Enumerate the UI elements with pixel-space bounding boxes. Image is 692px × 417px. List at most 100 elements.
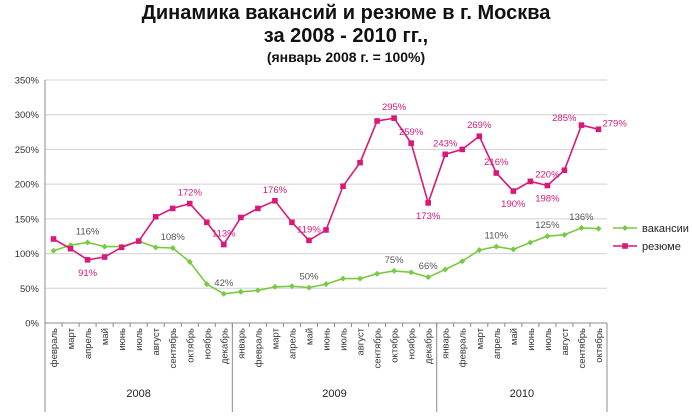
- x-tick-label: январь: [441, 328, 452, 359]
- data-point: [323, 281, 329, 288]
- data-point: [357, 275, 364, 282]
- data-label: 243%: [433, 138, 458, 149]
- y-tick-label: 300%: [15, 110, 40, 121]
- data-point: [288, 283, 295, 290]
- data-point: [169, 245, 176, 252]
- data-point: [305, 284, 312, 291]
- gridlines: [45, 79, 607, 289]
- data-point: [425, 274, 432, 281]
- data-label: 198%: [535, 194, 560, 205]
- data-point: [493, 243, 500, 250]
- data-point: [221, 241, 227, 248]
- x-tick-label: март: [66, 327, 77, 349]
- data-point: [118, 244, 125, 251]
- data-point: [510, 188, 517, 194]
- data-point: [67, 245, 74, 252]
- x-tick-label: июль: [134, 328, 145, 351]
- data-label: 125%: [535, 220, 560, 231]
- data-point: [374, 118, 380, 124]
- chart-title-line-2: за 2008 - 2010 гг.,: [263, 25, 429, 47]
- y-tick-label: 150%: [15, 214, 40, 225]
- x-tick-label: декабрь: [219, 328, 230, 364]
- data-point: [595, 225, 602, 232]
- data-point: [50, 247, 57, 254]
- x-tick-label: сентябрь: [373, 328, 384, 368]
- data-label: 216%: [484, 157, 509, 168]
- data-point: [459, 258, 466, 265]
- x-tick-label: февраль: [49, 328, 60, 367]
- chart-title-block: Динамика вакансий и резюме в г. Москва з…: [0, 2, 692, 66]
- y-tick-label: 200%: [15, 180, 40, 191]
- series: [50, 115, 602, 297]
- data-label: 110%: [485, 231, 509, 242]
- data-point: [289, 219, 295, 226]
- data-point: [527, 178, 534, 185]
- x-tick-label: февраль: [458, 328, 469, 367]
- x-tick-label: сентябрь: [168, 328, 179, 368]
- data-point: [186, 200, 193, 207]
- data-point: [595, 126, 602, 133]
- data-point: [186, 258, 193, 265]
- legend-marker: [622, 225, 628, 231]
- data-point: [203, 281, 210, 288]
- x-tick-label: август: [151, 327, 162, 355]
- data-label: 173%: [416, 211, 441, 222]
- data-point: [169, 205, 176, 212]
- data-point: [391, 267, 398, 274]
- data-label: 259%: [399, 127, 424, 138]
- legend-label: резюме: [642, 241, 681, 253]
- data-point: [255, 205, 261, 212]
- x-tick-label: март: [475, 327, 486, 349]
- data-label: 279%: [602, 118, 627, 129]
- data-point: [357, 159, 363, 166]
- axes: 0% 50% 100% 150% 200% 250% 300% 350% февраль март…: [15, 76, 608, 412]
- chart-subtitle: (январь 2008 г. = 100%): [266, 49, 426, 65]
- data-point: [306, 237, 312, 244]
- data-point: [237, 288, 244, 295]
- data-point: [391, 115, 397, 121]
- data-label: 66%: [419, 261, 439, 272]
- data-point: [442, 151, 449, 158]
- x-tick-label: август: [560, 327, 571, 355]
- data-point: [272, 198, 278, 204]
- x-tick-label: сентябрь: [577, 328, 588, 368]
- data-point: [101, 243, 108, 250]
- data-point: [425, 200, 431, 206]
- x-tick-label: июль: [543, 328, 554, 351]
- data-point: [527, 239, 534, 246]
- data-point: [476, 133, 483, 140]
- legend: вакансии резюме: [613, 223, 689, 253]
- data-point: [510, 246, 517, 253]
- x-tick-label: август: [356, 327, 367, 355]
- data-labels: 116% 108% 42% 50% 75% 66% 110% 125% 136% 91% 172% 1…: [76, 102, 628, 289]
- data-label: 50%: [299, 272, 319, 283]
- data-label: 91%: [78, 268, 98, 279]
- x-tick-label: март: [270, 327, 281, 349]
- data-label: 190%: [501, 199, 526, 210]
- data-point: [561, 167, 568, 174]
- x-tick-label: декабрь: [424, 328, 435, 364]
- data-label: 269%: [467, 120, 492, 131]
- data-label: 116%: [76, 226, 100, 237]
- data-point: [323, 227, 329, 233]
- x-tick-label: январь: [236, 328, 247, 359]
- y-tick-label: 50%: [20, 284, 40, 295]
- x-tick-label: октябрь: [390, 328, 401, 363]
- series-line-resumes: [53, 117, 599, 261]
- data-point: [84, 239, 91, 246]
- x-tick-label: июнь: [117, 328, 128, 351]
- data-point: [544, 182, 551, 189]
- y-tick-label: 100%: [15, 249, 40, 260]
- data-label: 285%: [552, 113, 577, 124]
- data-point: [442, 266, 449, 273]
- year-label: 2008: [126, 388, 150, 400]
- x-tick-label: апрель: [287, 328, 298, 359]
- data-label: 42%: [214, 278, 234, 289]
- data-point: [544, 233, 551, 240]
- data-point: [476, 247, 483, 254]
- x-tick-label: апрель: [492, 328, 503, 359]
- x-tick-label: июнь: [322, 328, 333, 351]
- y-tick-label: 250%: [15, 145, 40, 156]
- data-label: 176%: [263, 185, 288, 196]
